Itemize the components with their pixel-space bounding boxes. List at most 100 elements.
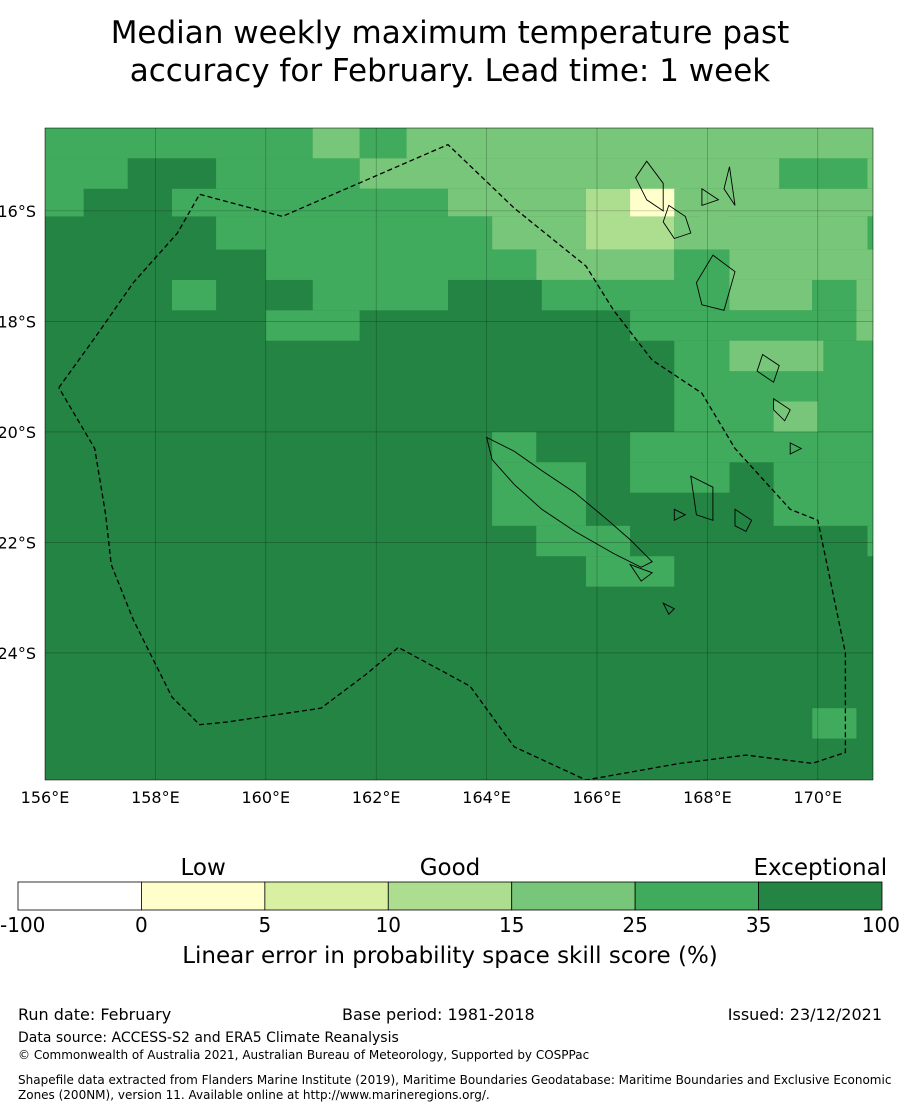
longitude-labels: 156°E 158°E 160°E 162°E 164°E 166°E 168°E 170°E <box>21 788 842 807</box>
skill-cell <box>216 158 360 189</box>
skill-cell <box>171 279 217 311</box>
coastlines <box>485 160 803 615</box>
copyright: © Commonwealth of Australia 2021, Austra… <box>18 1048 590 1062</box>
colorbar-swatch <box>758 881 883 911</box>
longitude-tick-label: 170°E <box>793 788 842 807</box>
shapefile-credit-line-1: Shapefile data extracted from Flanders M… <box>18 1073 892 1087</box>
colorbar-swatch <box>264 881 389 911</box>
skill-cell <box>729 249 873 280</box>
colorbar-tick-label: -100 <box>0 913 46 937</box>
skill-cell <box>447 188 586 217</box>
longitude-tick-label: 156°E <box>21 788 70 807</box>
island-outline <box>756 353 780 383</box>
skill-cell <box>630 462 730 493</box>
longitude-tick-label: 158°E <box>131 788 180 807</box>
skill-cell <box>406 128 873 159</box>
colorbar <box>17 881 883 911</box>
colorbar-swatch <box>387 881 513 911</box>
island-outline <box>690 475 714 521</box>
colorbar-swatch <box>17 881 142 911</box>
skill-cell <box>630 431 873 463</box>
island-outline <box>662 204 692 240</box>
skill-cell <box>856 279 873 311</box>
eez-boundary <box>58 143 847 780</box>
latitude-tick-label: 16°S <box>0 202 36 221</box>
longitude-tick-label: 160°E <box>241 788 290 807</box>
graticule <box>45 128 873 780</box>
colorbar-tick-label: 0 <box>135 913 148 937</box>
skill-cell <box>83 188 172 217</box>
colorbar-tick-label: 35 <box>745 913 772 937</box>
skill-cell <box>674 216 873 250</box>
island-outline <box>628 563 654 582</box>
skill-cell <box>265 249 537 280</box>
skill-cell <box>674 188 873 217</box>
skill-cell <box>812 279 857 311</box>
colorbar-tick-label: 5 <box>258 913 272 937</box>
skill-cell <box>359 128 407 159</box>
skill-cell <box>216 216 493 250</box>
island-outline <box>662 602 676 615</box>
island-outline <box>734 508 753 533</box>
colorbar-category-label: Good <box>419 855 481 881</box>
skill-cell <box>492 462 586 526</box>
longitude-tick-label: 166°E <box>573 788 622 807</box>
colorbar-swatch <box>141 881 266 911</box>
longitude-tick-label: 168°E <box>683 788 732 807</box>
colorbar-category-label: Exceptional <box>753 855 888 881</box>
skill-cells <box>45 128 873 780</box>
latitude-labels: 16°S 18°S 20°S 22°S 24°S <box>0 202 36 663</box>
skill-cell <box>630 188 680 217</box>
skill-cell <box>492 216 586 250</box>
base-period: Base period: 1981-2018 <box>342 1005 535 1024</box>
island-outline <box>789 442 803 455</box>
skill-cell <box>867 525 873 557</box>
colorbar-title: Linear error in probability space skill … <box>182 943 718 969</box>
skill-cell <box>265 188 448 217</box>
skill-cell <box>312 279 448 311</box>
latitude-tick-label: 20°S <box>0 423 36 442</box>
colorbar-category-label: Low <box>180 855 226 881</box>
colorbar-swatch <box>511 881 636 911</box>
island-outline <box>773 397 791 422</box>
colorbar-tick-label: 15 <box>498 913 525 937</box>
island-outline <box>701 187 720 207</box>
skill-cell <box>171 188 266 217</box>
skill-cell <box>312 128 360 159</box>
skill-cell <box>729 279 813 311</box>
map-title-line-1: Median weekly maximum temperature past <box>110 15 790 51</box>
map-title-line-2: accuracy for February. Lead time: 1 week <box>129 53 771 89</box>
issued-date: Issued: 23/12/2021 <box>727 1005 882 1024</box>
map-title: Median weekly maximum temperature past a… <box>0 14 900 90</box>
latitude-tick-label: 22°S <box>0 533 36 552</box>
island-outline <box>673 508 687 522</box>
longitude-tick-label: 162°E <box>352 788 401 807</box>
skill-cell <box>492 431 537 463</box>
skill-cell <box>729 340 824 372</box>
skill-cell <box>585 556 675 587</box>
colorbar-tick-label: 10 <box>375 913 401 937</box>
skill-cell <box>630 310 873 341</box>
shapefile-credit-line-2: Zones (200NM), version 11. Available onl… <box>18 1088 490 1102</box>
skill-cell <box>812 708 857 739</box>
skill-cell <box>127 158 217 189</box>
map-frame <box>44 127 874 781</box>
data-source: Data source: ACCESS-S2 and ERA5 Climate … <box>18 1030 399 1046</box>
island-outline <box>695 254 736 311</box>
colorbar-tick-label: 100 <box>861 913 900 937</box>
run-date: Run date: February <box>18 1005 172 1024</box>
skill-cell <box>856 310 873 341</box>
skill-cell <box>779 158 868 189</box>
colorbar-tick-label: 25 <box>622 913 648 937</box>
skill-cell <box>536 249 675 280</box>
island-outline <box>635 160 664 212</box>
island-outline <box>485 436 653 568</box>
skill-cell <box>541 279 730 311</box>
skill-cell <box>674 249 730 280</box>
island-outline <box>723 166 736 206</box>
latitude-tick-label: 24°S <box>0 644 36 663</box>
skill-cell <box>265 310 360 341</box>
colorbar-swatch <box>634 881 759 911</box>
skill-cell <box>867 216 873 250</box>
